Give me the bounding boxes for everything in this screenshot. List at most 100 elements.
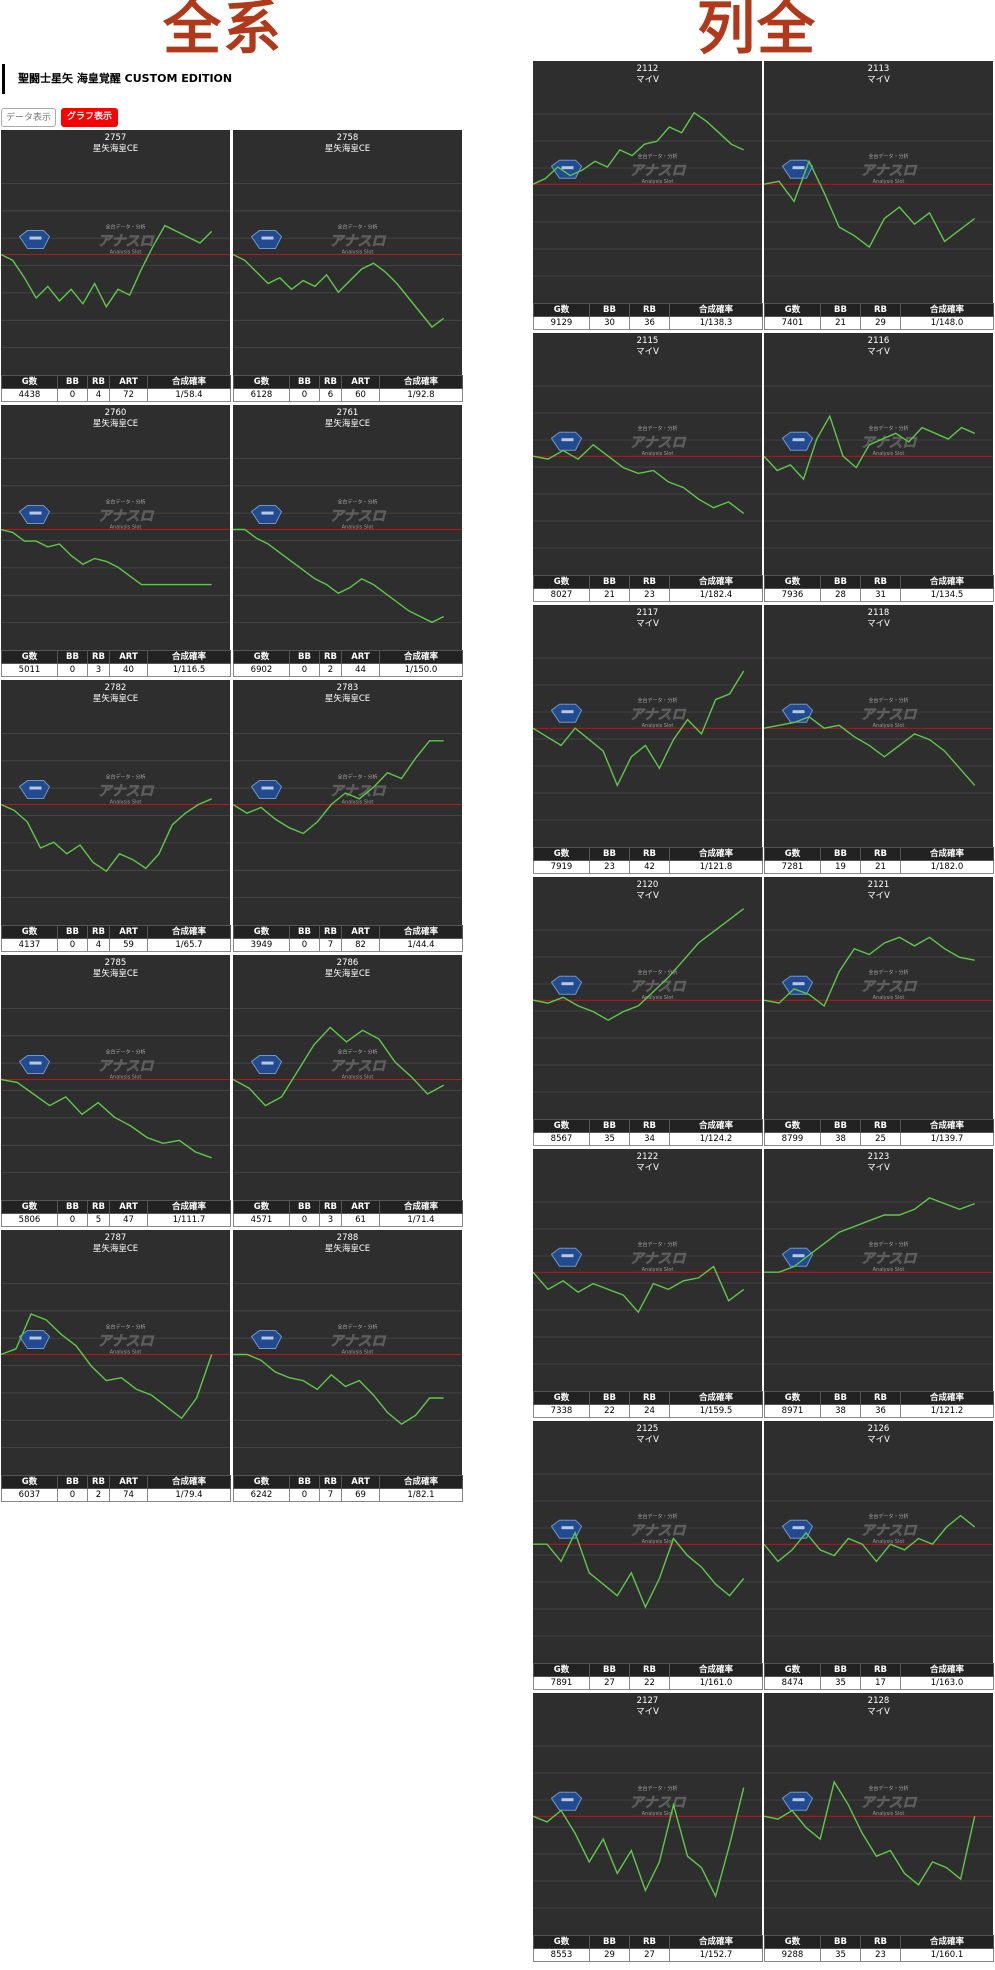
stats-header: 合成確率 (379, 1200, 463, 1214)
stats-header: G数 (533, 1935, 590, 1949)
stats-header: RB (319, 650, 342, 664)
slot-graph-panel[interactable]: 2118 マイV 全台データ・分析 アナスロ Analysis Slot G数 BB RB 合成… (764, 605, 994, 874)
slot-graph-panel[interactable]: 2757 星矢海皇CE 全台データ・分析 アナスロ Analysis Slot G数 BB R… (1, 130, 231, 402)
slot-graph-panel[interactable]: 2126 マイV 全台データ・分析 アナスロ Analysis Slot G数 BB RB 合成… (764, 1421, 994, 1690)
svg-text:Analysis Slot: Analysis Slot (342, 525, 374, 531)
slot-graph-panel[interactable]: 2117 マイV 全台データ・分析 アナスロ Analysis Slot G数 BB RB 合成… (533, 605, 763, 874)
payout-line (764, 1197, 975, 1273)
machine-type: 星矢海皇CE (92, 1244, 139, 1254)
stats-value: 0 (57, 663, 88, 677)
stats-value: 3 (87, 663, 110, 677)
machine-number: 2760 (104, 408, 127, 418)
stats-value: 6 (319, 388, 342, 402)
stats-header: BB (589, 847, 630, 861)
stats-value: 1/138.3 (669, 316, 763, 330)
tab-data-view[interactable]: データ表示 (1, 108, 56, 127)
payout-line (533, 443, 745, 514)
stats-table: G数 BB RB 合成確率 8971 38 36 1/121.2 (764, 1391, 994, 1418)
stats-header: BB (820, 1663, 861, 1677)
stats-header: 合成確率 (379, 925, 463, 939)
payout-line (764, 1780, 976, 1886)
slot-graph-panel[interactable]: 2760 星矢海皇CE 全台データ・分析 アナスロ Analysis Slot G数 BB R… (1, 405, 231, 677)
panel-title: 2758 星矢海皇CE (233, 133, 462, 155)
svg-text:全台データ・分析: 全台データ・分析 (337, 1324, 377, 1331)
stats-value: 69 (341, 1488, 380, 1502)
stats-header: RB (629, 1663, 670, 1677)
machine-type: マイV (867, 347, 890, 357)
stats-table: G数 BB RB ART 合成確率 3949 0 7 82 1/44.4 (233, 925, 463, 952)
slot-graph-panel[interactable]: 2115 マイV 全台データ・分析 アナスロ Analysis Slot G数 BB RB 合成… (533, 333, 763, 602)
stats-value: 30 (589, 316, 630, 330)
slot-graph-panel[interactable]: 2112 マイV 全台データ・分析 アナスロ Analysis Slot G数 BB RB 合成… (533, 61, 763, 330)
svg-text:全台データ・分析: 全台データ・分析 (337, 499, 377, 506)
tab-graph-view[interactable]: グラフ表示 (61, 108, 118, 127)
machine-type: マイV (867, 1163, 890, 1173)
stats-value: 21 (860, 860, 901, 874)
slot-graph-panel[interactable]: 2127 マイV 全台データ・分析 アナスロ Analysis Slot G数 BB RB 合成… (533, 1693, 763, 1962)
slot-graph-panel[interactable]: 2761 星矢海皇CE 全台データ・分析 アナスロ Analysis Slot G数 BB R… (233, 405, 463, 677)
svg-text:アナスロ: アナスロ (861, 1795, 918, 1811)
stats-header: RB (319, 1200, 342, 1214)
slot-graph-panel[interactable]: 2120 マイV 全台データ・分析 アナスロ Analysis Slot G数 BB RB 合成… (533, 877, 763, 1146)
machine-type: マイV (867, 1435, 890, 1445)
slot-graph-panel[interactable]: 2121 マイV 全台データ・分析 アナスロ Analysis Slot G数 BB RB 合成… (764, 877, 994, 1146)
svg-text:全台データ・分析: 全台データ・分析 (637, 425, 677, 432)
stats-value: 19 (820, 860, 861, 874)
stats-header: BB (289, 375, 320, 389)
slot-graph-panel[interactable]: 2122 マイV 全台データ・分析 アナスロ Analysis Slot G数 BB RB 合成… (533, 1149, 763, 1418)
stats-value: 59 (109, 938, 148, 952)
svg-text:全台データ・分析: 全台データ・分析 (637, 1785, 677, 1792)
slot-graph-panel[interactable]: 2116 マイV 全台データ・分析 アナスロ Analysis Slot G数 BB RB 合成… (764, 333, 994, 602)
stats-header: BB (589, 1119, 630, 1133)
machine-type: マイV (867, 1707, 890, 1717)
stats-table: G数 BB RB ART 合成確率 6037 0 2 74 1/79.4 (1, 1475, 231, 1502)
stats-header: ART (341, 375, 380, 389)
slot-graph-panel[interactable]: 2123 マイV 全台データ・分析 アナスロ Analysis Slot G数 BB RB 合成… (764, 1149, 994, 1418)
svg-text:全台データ・分析: 全台データ・分析 (868, 697, 908, 704)
slot-graph-panel[interactable]: 2125 マイV 全台データ・分析 アナスロ Analysis Slot G数 BB RB 合成… (533, 1421, 763, 1690)
slot-graph-panel[interactable]: 2782 星矢海皇CE 全台データ・分析 アナスロ Analysis Slot G数 BB R… (1, 680, 231, 952)
panel-title: 2120 マイV (533, 880, 762, 902)
stats-header: BB (289, 925, 320, 939)
machine-type: 星矢海皇CE (324, 969, 371, 979)
stats-value: 29 (589, 1948, 630, 1962)
stats-value: 1/139.7 (900, 1132, 994, 1146)
stats-header: RB (87, 375, 110, 389)
stats-header: G数 (533, 575, 590, 589)
slot-graph-panel[interactable]: 2783 星矢海皇CE 全台データ・分析 アナスロ Analysis Slot G数 BB R… (233, 680, 463, 952)
stats-value: 38 (820, 1132, 861, 1146)
stats-table: G数 BB RB ART 合成確率 5011 0 3 40 1/116.5 (1, 650, 231, 677)
slot-graph-panel[interactable]: 2113 マイV 全台データ・分析 アナスロ Analysis Slot G数 BB RB 合成… (764, 61, 994, 330)
stats-value: 24 (629, 1404, 670, 1418)
svg-text:全台データ・分析: 全台データ・分析 (637, 1241, 677, 1248)
slot-graph-panel[interactable]: 2786 星矢海皇CE 全台データ・分析 アナスロ Analysis Slot G数 BB R… (233, 955, 463, 1227)
machine-number: 2117 (636, 608, 659, 618)
panel-title: 2128 マイV (764, 1696, 993, 1718)
right-banner-title: 列全 (697, 0, 818, 62)
stats-header: G数 (233, 1200, 290, 1214)
stats-value: 3949 (233, 938, 290, 952)
stats-header: RB (87, 925, 110, 939)
slot-graph-panel[interactable]: 2787 星矢海皇CE 全台データ・分析 アナスロ Analysis Slot G数 BB R… (1, 1230, 231, 1502)
payout-line (233, 528, 445, 624)
stats-header: 合成確率 (147, 375, 231, 389)
stats-value: 8971 (764, 1404, 821, 1418)
panel-title: 2115 マイV (533, 336, 762, 358)
stats-header: G数 (1, 375, 58, 389)
slot-graph-panel[interactable]: 2785 星矢海皇CE 全台データ・分析 アナスロ Analysis Slot G数 BB R… (1, 955, 231, 1227)
slot-graph-panel[interactable]: 2758 星矢海皇CE 全台データ・分析 アナスロ Analysis Slot G数 BB R… (233, 130, 463, 402)
slot-graph-panel[interactable]: 2128 マイV 全台データ・分析 アナスロ Analysis Slot G数 BB RB 合成… (764, 1693, 994, 1962)
svg-text:Analysis Slot: Analysis Slot (873, 995, 905, 1001)
stats-value: 23 (589, 860, 630, 874)
stats-value: 27 (589, 1676, 630, 1690)
machine-type: マイV (636, 1707, 659, 1717)
payout-line (1, 1078, 212, 1159)
stats-value: 1/92.8 (379, 388, 463, 402)
slot-graph-panel[interactable]: 2788 星矢海皇CE 全台データ・分析 アナスロ Analysis Slot G数 BB R… (233, 1230, 463, 1502)
